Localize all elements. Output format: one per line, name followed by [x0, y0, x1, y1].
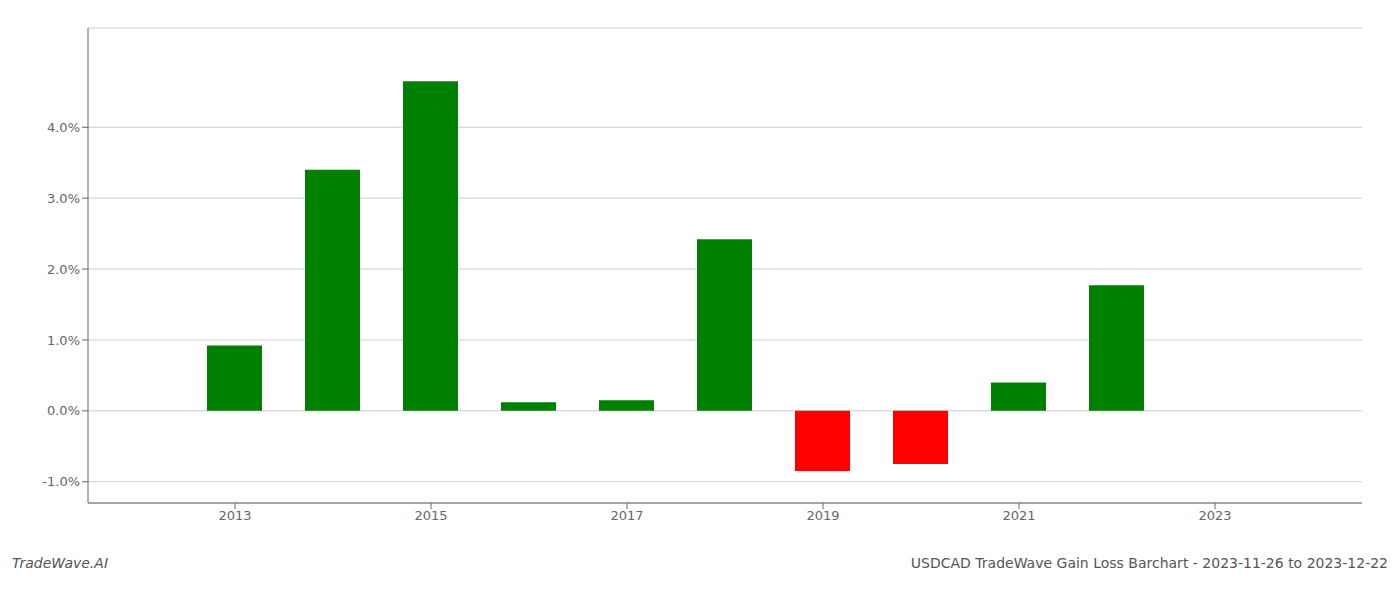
svg-text:2019: 2019 — [806, 508, 839, 523]
svg-text:2021: 2021 — [1002, 508, 1035, 523]
svg-text:2013: 2013 — [218, 508, 251, 523]
svg-text:3.0%: 3.0% — [47, 191, 80, 206]
html-text:TradeWave.AI: TradeWave.AI — [12, 555, 108, 571]
html-text:USDCAD TradeWave Gain Loss Bar: USDCAD TradeWave Gain Loss Barchart - 20… — [910, 555, 1388, 571]
svg-text:4.0%: 4.0% — [47, 120, 80, 135]
svg-text:2017: 2017 — [610, 508, 643, 523]
svg-text:0.0%: 0.0% — [47, 403, 80, 418]
svg-text:-1.0%: -1.0% — [42, 474, 80, 489]
svg-text:1.0%: 1.0% — [47, 333, 80, 348]
svg-text:2023: 2023 — [1198, 508, 1231, 523]
svg-text:2015: 2015 — [414, 508, 447, 523]
svg-text:2.0%: 2.0% — [47, 262, 80, 277]
